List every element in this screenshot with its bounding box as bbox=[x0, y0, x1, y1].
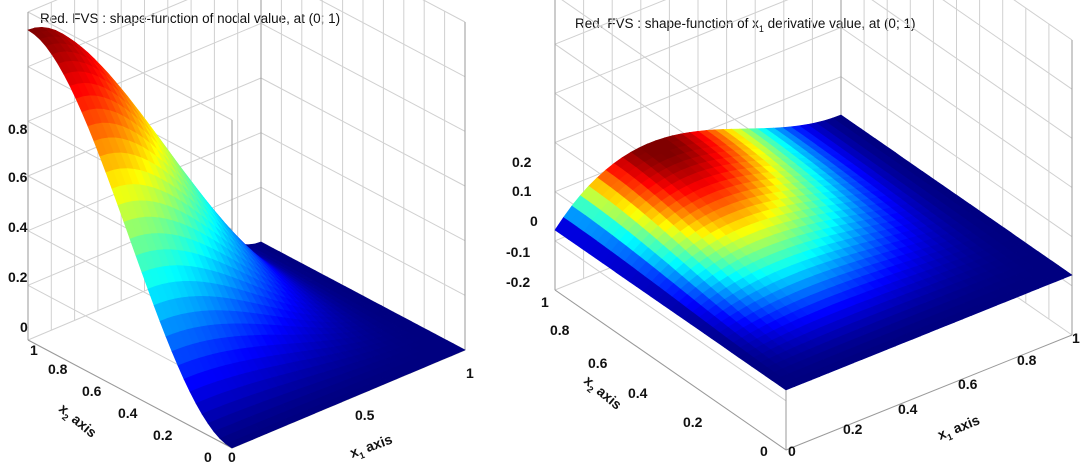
plot-right-surface-patch bbox=[778, 381, 796, 391]
plot-left-ztick-0.2: 0.2 bbox=[8, 269, 28, 285]
plot-left-ytick-0.6: 0.6 bbox=[82, 383, 102, 399]
plot-right-axis-edge bbox=[554, 289, 787, 451]
plot-right-xtick-1: 1 bbox=[1072, 330, 1080, 346]
plot-left-xtick-1: 1 bbox=[466, 365, 474, 381]
plot-left-surface bbox=[27, 26, 466, 449]
plot-right-ytick-0.8: 0.8 bbox=[550, 322, 570, 338]
plot-right-ytick-0: 0 bbox=[760, 443, 768, 459]
plot-left-ytick-0.8: 0.8 bbox=[48, 361, 68, 377]
plot-right-ztick--0.1: -0.1 bbox=[506, 244, 530, 260]
plot-right-gridline bbox=[840, 27, 1073, 188]
plot-left-gridline bbox=[319, 0, 466, 78]
plot-left-ztick-0: 0 bbox=[20, 319, 28, 335]
plot-right-ytick-0.4: 0.4 bbox=[628, 385, 648, 401]
plot-left-gridline bbox=[260, 132, 466, 242]
plot-right-gridline bbox=[561, 0, 787, 156]
plot-right-ylabel: x2 axis bbox=[579, 372, 625, 415]
plot-right-ztick-0: 0 bbox=[530, 213, 538, 229]
plot-right-xtick-0: 0 bbox=[788, 443, 796, 459]
plot-left-gridline bbox=[27, 11, 233, 121]
plot-right: Red. FVS : shape-function of x1 derivati… bbox=[506, 0, 1080, 459]
plot-right-ytick-0.2: 0.2 bbox=[683, 414, 703, 430]
plot-left-ytick-0: 0 bbox=[204, 449, 212, 465]
plot-right-xlabel: x1 axis bbox=[935, 411, 983, 445]
plot-left-ztick-0.4: 0.4 bbox=[8, 219, 28, 235]
plot-left-gridline bbox=[260, 22, 466, 132]
plot-right-ztick-0.2: 0.2 bbox=[512, 154, 532, 170]
plot-left-ytick-0.2: 0.2 bbox=[153, 427, 173, 443]
plot-right-gridline bbox=[942, 0, 1073, 90]
plot-right-axis-edge bbox=[785, 334, 1073, 451]
plot-right-gridline bbox=[554, 240, 787, 402]
plot-left: Red. FVS : shape-function of nodal value… bbox=[8, 0, 474, 465]
plot-left-ytick-0.4: 0.4 bbox=[118, 405, 138, 421]
plot-left-ztick-0.6: 0.6 bbox=[8, 169, 28, 185]
plot-right-xtick-0.8: 0.8 bbox=[1017, 352, 1037, 368]
plot-left-surface-patch bbox=[225, 440, 240, 449]
plot-right-title: Red. FVS : shape-function of x1 derivati… bbox=[575, 16, 915, 34]
plot-left-gridline bbox=[260, 186, 466, 296]
plot-left-ztick-0.8: 0.8 bbox=[8, 121, 28, 137]
plot-right-ytick-0.6: 0.6 bbox=[588, 355, 608, 371]
plot-left-xtick-0: 0 bbox=[228, 449, 236, 465]
plot-right-gridline bbox=[840, 76, 1073, 238]
plot-right-xtick-0.2: 0.2 bbox=[843, 421, 863, 437]
plot-right-gridline bbox=[871, 0, 1073, 139]
plot-right-gridline bbox=[554, 0, 667, 45]
plot-right-gridline bbox=[554, 27, 842, 143]
plot-right-gridline bbox=[554, 0, 789, 94]
plot-left-ylabel: x2 axis bbox=[54, 400, 100, 443]
plot-left-xtick-0.5: 0.5 bbox=[355, 407, 375, 423]
plot-right-ztick-0.1: 0.1 bbox=[512, 183, 532, 199]
plot-left-title: Red. FVS : shape-function of nodal value… bbox=[40, 11, 340, 26]
plot-right-gridline bbox=[1013, 0, 1073, 41]
plot-left-ytick-1: 1 bbox=[30, 342, 38, 358]
plot-right-xtick-0.4: 0.4 bbox=[898, 401, 918, 417]
plot-left-gridline bbox=[260, 77, 466, 187]
plot-left-axis-edge bbox=[27, 339, 233, 449]
plot-left-xlabel: x1 axis bbox=[348, 431, 396, 464]
plot-right-ztick--0.2: -0.2 bbox=[506, 274, 530, 290]
plot-right-surface bbox=[554, 114, 1073, 391]
plot-right-ytick-1: 1 bbox=[541, 294, 549, 310]
plot-left-gridline bbox=[27, 22, 262, 122]
plot-left-gridline bbox=[422, 0, 466, 23]
plot-right-xtick-0.6: 0.6 bbox=[958, 376, 978, 392]
